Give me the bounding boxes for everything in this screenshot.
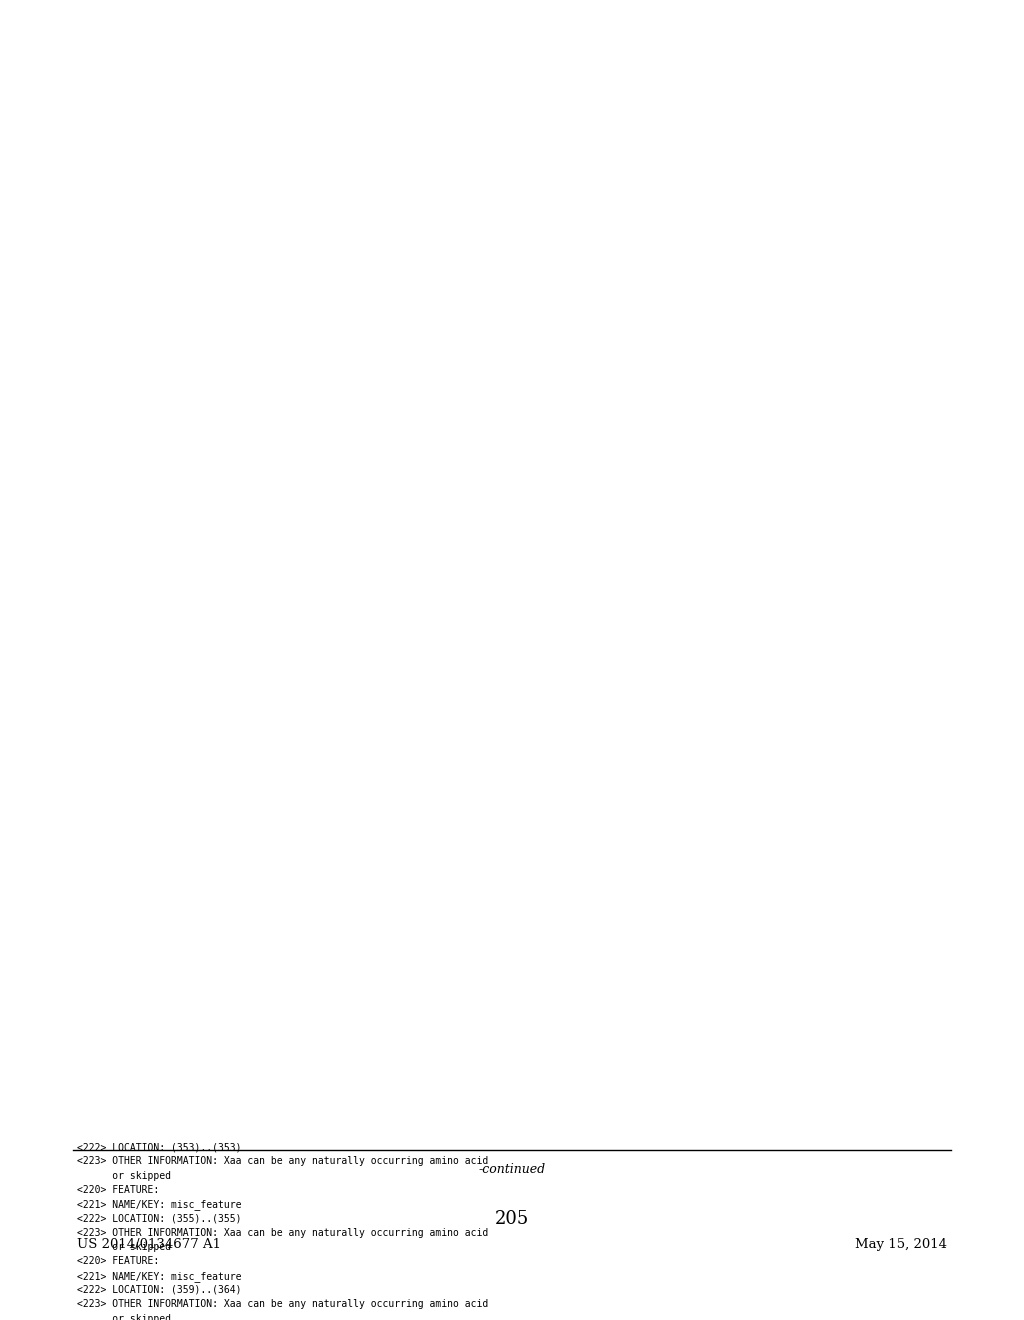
Text: <221> NAME/KEY: misc_feature: <221> NAME/KEY: misc_feature bbox=[77, 1271, 242, 1282]
Text: US 2014/0134677 A1: US 2014/0134677 A1 bbox=[77, 1238, 221, 1251]
Text: <222> LOCATION: (359)..(364): <222> LOCATION: (359)..(364) bbox=[77, 1284, 242, 1295]
Text: -continued: -continued bbox=[478, 1163, 546, 1176]
Text: or skipped: or skipped bbox=[77, 1171, 171, 1180]
Text: May 15, 2014: May 15, 2014 bbox=[855, 1238, 947, 1251]
Text: <220> FEATURE:: <220> FEATURE: bbox=[77, 1185, 160, 1195]
Text: <222> LOCATION: (355)..(355): <222> LOCATION: (355)..(355) bbox=[77, 1213, 242, 1224]
Text: or skipped: or skipped bbox=[77, 1242, 171, 1253]
Text: <221> NAME/KEY: misc_feature: <221> NAME/KEY: misc_feature bbox=[77, 1199, 242, 1210]
Text: <223> OTHER INFORMATION: Xaa can be any naturally occurring amino acid: <223> OTHER INFORMATION: Xaa can be any … bbox=[77, 1156, 488, 1167]
Text: or skipped: or skipped bbox=[77, 1313, 171, 1320]
Text: <222> LOCATION: (353)..(353): <222> LOCATION: (353)..(353) bbox=[77, 1142, 242, 1152]
Text: <223> OTHER INFORMATION: Xaa can be any naturally occurring amino acid: <223> OTHER INFORMATION: Xaa can be any … bbox=[77, 1299, 488, 1309]
Text: <220> FEATURE:: <220> FEATURE: bbox=[77, 1257, 160, 1266]
Text: <223> OTHER INFORMATION: Xaa can be any naturally occurring amino acid: <223> OTHER INFORMATION: Xaa can be any … bbox=[77, 1228, 488, 1238]
Text: 205: 205 bbox=[495, 1210, 529, 1228]
